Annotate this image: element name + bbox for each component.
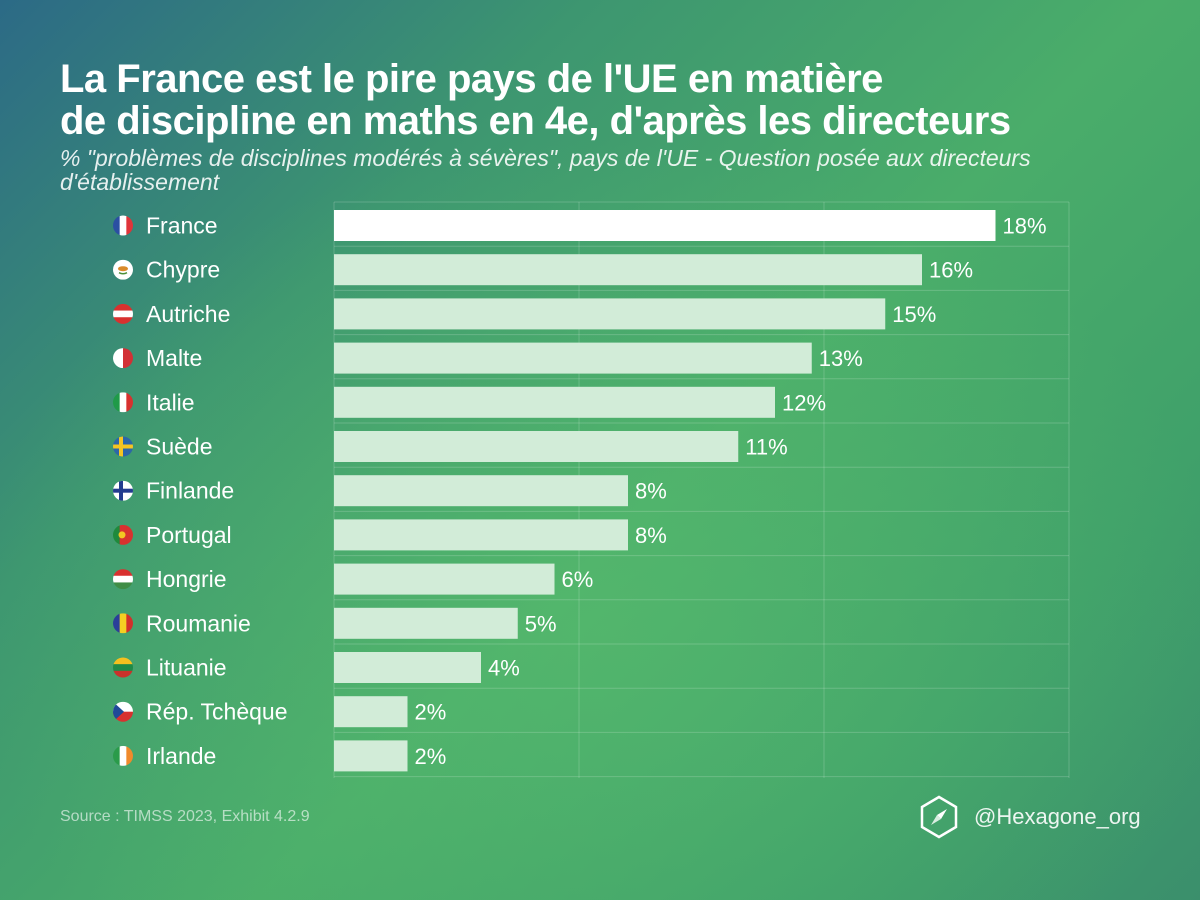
category-label: France	[146, 213, 218, 239]
bar-italie	[334, 386, 775, 418]
bar-roumanie	[334, 607, 518, 639]
category-label: Hongrie	[146, 566, 227, 592]
category-label: Irlande	[146, 743, 216, 769]
flag-portugal-icon	[113, 524, 133, 545]
category-label: Malte	[146, 345, 202, 371]
value-label: 13%	[819, 346, 863, 371]
bar-france	[334, 210, 996, 241]
flag-irlande-icon	[113, 745, 133, 766]
brand-handle: @Hexagone_org	[974, 804, 1141, 829]
flag-suede-icon	[113, 436, 133, 457]
category-label: Finlande	[146, 478, 234, 504]
value-label: 12%	[782, 390, 826, 415]
bar-lituanie	[334, 652, 481, 683]
bar-su-de	[334, 431, 739, 462]
value-label: 2%	[415, 700, 447, 725]
value-label: 5%	[525, 611, 557, 636]
value-label: 15%	[892, 302, 936, 327]
title-line-2: de discipline en maths en 4e, d'après le…	[60, 99, 1011, 143]
bar-autriche	[334, 298, 886, 330]
category-label: Italie	[146, 389, 195, 415]
bar-portugal	[334, 519, 628, 551]
value-label: 8%	[635, 479, 667, 504]
flag-malte-icon	[113, 348, 133, 369]
category-label: Chypre	[146, 257, 220, 283]
value-label: 11%	[745, 435, 787, 460]
bar-irlande	[334, 740, 408, 772]
value-label: 16%	[929, 258, 973, 283]
flag-chypre-icon	[113, 259, 133, 280]
hexagone-logo-icon	[920, 795, 958, 839]
bar-chypre	[334, 254, 922, 286]
flag-hongrie-icon	[113, 569, 133, 590]
flag-france-icon	[113, 215, 133, 236]
category-label: Autriche	[146, 301, 230, 327]
flag-rep-tcheque-icon	[113, 701, 133, 722]
flag-italie-icon	[113, 392, 133, 413]
flag-lituanie-icon	[113, 657, 133, 678]
bar-hongrie	[334, 563, 555, 595]
chart-title: La France est le pire pays de l'UE en ma…	[60, 58, 1160, 142]
value-label: 6%	[562, 567, 594, 592]
flag-finlande-icon	[113, 480, 133, 501]
value-label: 8%	[635, 523, 667, 548]
category-label: Portugal	[146, 522, 232, 548]
bar-finlande	[334, 475, 628, 507]
value-label: 2%	[415, 744, 447, 769]
bar-malte	[334, 342, 812, 374]
value-label: 18%	[1003, 214, 1047, 239]
bar-r-p-tch-que	[334, 696, 408, 728]
category-label: Suède	[146, 434, 213, 460]
value-label: 4%	[488, 656, 520, 681]
category-label: Lituanie	[146, 655, 227, 681]
source-note: Source : TIMSS 2023, Exhibit 4.2.9	[60, 808, 310, 825]
category-label: Rép. Tchèque	[146, 699, 288, 725]
chart-subtitle: % "problèmes de disciplines modérés à sé…	[60, 145, 1031, 195]
category-label: Roumanie	[146, 610, 251, 636]
flag-autriche-icon	[113, 303, 133, 324]
flag-roumanie-icon	[113, 613, 133, 634]
title-line-1: La France est le pire pays de l'UE en ma…	[60, 57, 883, 101]
brand: @Hexagone_org	[916, 794, 1141, 840]
